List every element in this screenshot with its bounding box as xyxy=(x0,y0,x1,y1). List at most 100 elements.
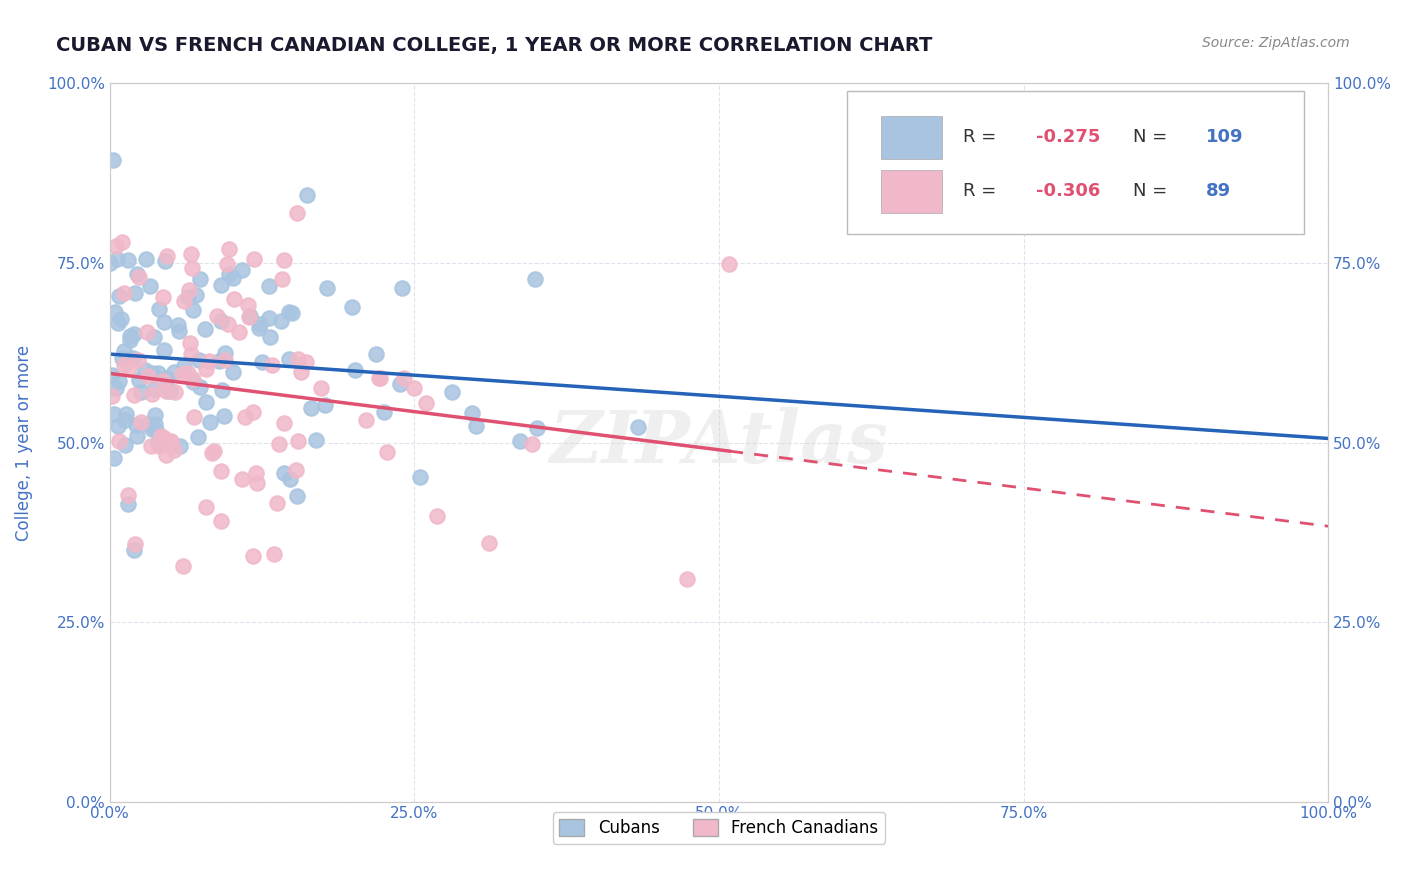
Point xyxy=(112,344,135,359)
Text: Source: ZipAtlas.com: Source: ZipAtlas.com xyxy=(1202,36,1350,50)
Point xyxy=(128,373,150,387)
Point xyxy=(152,374,174,388)
Point xyxy=(136,368,159,383)
Point xyxy=(218,242,240,256)
Point xyxy=(388,377,411,392)
Point xyxy=(127,353,149,368)
Point xyxy=(181,372,204,386)
Point xyxy=(627,420,650,434)
Point xyxy=(520,437,543,451)
Point xyxy=(222,271,245,285)
Point xyxy=(142,383,165,397)
Point xyxy=(478,536,501,550)
Point xyxy=(152,315,174,329)
Point xyxy=(243,252,266,267)
Point xyxy=(373,405,395,419)
Text: R =: R = xyxy=(963,182,1001,200)
Point xyxy=(195,395,218,409)
Point xyxy=(280,306,302,320)
Point xyxy=(180,347,202,361)
Point xyxy=(246,475,269,490)
Point xyxy=(278,305,301,319)
Text: 89: 89 xyxy=(1206,182,1232,200)
Point xyxy=(287,434,309,448)
Text: -0.306: -0.306 xyxy=(1036,182,1099,200)
Point xyxy=(294,355,316,369)
Point xyxy=(160,435,183,450)
Point xyxy=(236,298,259,312)
Point xyxy=(239,309,262,323)
Point xyxy=(426,509,449,524)
Point xyxy=(105,239,128,253)
Point xyxy=(222,292,245,306)
Point xyxy=(121,351,143,366)
Point xyxy=(105,252,128,266)
Point xyxy=(124,285,146,300)
Point xyxy=(114,358,136,372)
Text: 109: 109 xyxy=(1206,128,1244,146)
Point xyxy=(278,472,301,486)
Point xyxy=(156,370,179,384)
Point xyxy=(415,396,437,410)
Point xyxy=(135,252,157,267)
Point xyxy=(143,329,166,343)
Point xyxy=(100,256,122,270)
Point xyxy=(205,309,228,323)
Point xyxy=(209,277,232,292)
Point xyxy=(139,278,162,293)
Point xyxy=(107,418,129,433)
Point xyxy=(287,352,309,367)
FancyBboxPatch shape xyxy=(846,91,1303,235)
Point xyxy=(155,254,177,268)
Point xyxy=(181,302,204,317)
Point xyxy=(212,409,235,423)
Point xyxy=(375,444,398,458)
Point xyxy=(112,285,135,300)
Point xyxy=(146,435,169,450)
Point xyxy=(304,434,326,448)
Point xyxy=(111,235,134,250)
Text: N =: N = xyxy=(1133,128,1173,146)
Point xyxy=(404,381,426,395)
Point xyxy=(211,384,233,398)
Point xyxy=(131,415,153,429)
Point xyxy=(117,496,139,510)
Point xyxy=(153,343,176,357)
Point xyxy=(163,443,186,458)
Point xyxy=(284,463,307,477)
Point xyxy=(247,321,270,335)
Point xyxy=(186,288,208,302)
Point xyxy=(145,423,167,437)
Point xyxy=(169,439,191,453)
Point xyxy=(273,252,295,267)
Point xyxy=(181,260,204,275)
Point xyxy=(271,272,294,286)
Point xyxy=(173,359,195,373)
Point xyxy=(139,439,162,453)
Point xyxy=(120,333,142,347)
Point xyxy=(214,346,236,360)
Point xyxy=(190,380,212,394)
Point xyxy=(125,267,148,281)
Point xyxy=(267,436,290,450)
Point xyxy=(181,376,204,390)
Point xyxy=(187,430,209,444)
Point xyxy=(155,449,177,463)
Point xyxy=(273,416,295,430)
Bar xyxy=(882,116,942,159)
Point xyxy=(215,257,238,271)
Point xyxy=(125,417,148,432)
Point xyxy=(167,324,190,338)
Point xyxy=(122,542,145,557)
Point xyxy=(368,371,391,385)
Point xyxy=(354,413,377,427)
Point xyxy=(114,438,136,452)
Point xyxy=(153,431,176,445)
Point xyxy=(509,434,531,449)
Point xyxy=(159,384,181,398)
Point xyxy=(524,272,547,286)
Text: CUBAN VS FRENCH CANADIAN COLLEGE, 1 YEAR OR MORE CORRELATION CHART: CUBAN VS FRENCH CANADIAN COLLEGE, 1 YEAR… xyxy=(56,36,932,54)
Point xyxy=(183,409,205,424)
Point xyxy=(103,408,125,422)
Point xyxy=(231,472,253,486)
